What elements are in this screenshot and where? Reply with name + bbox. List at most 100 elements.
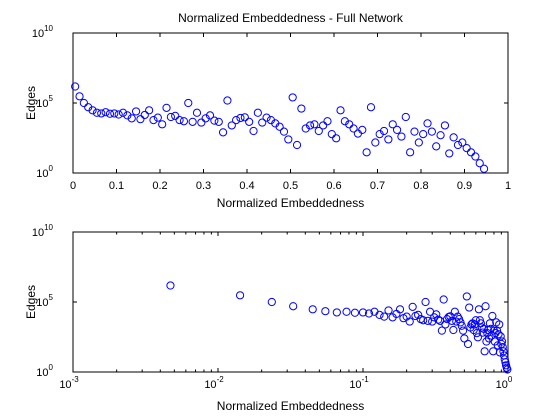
top-data-point	[345, 120, 354, 129]
bottom-data-point	[267, 297, 276, 307]
bottom-ticks: 10-3 10-2 10-1 100 100 105 1010	[32, 223, 513, 391]
top-data-point	[327, 130, 336, 139]
top-data-point	[79, 98, 88, 108]
top-data-point	[336, 106, 345, 115]
bottom-data-point	[500, 355, 509, 364]
bottom-data-point	[419, 316, 428, 325]
top-data-point	[292, 140, 302, 150]
top-data-point	[110, 109, 119, 118]
top-x-tick-label: 0.7	[370, 180, 385, 192]
bottom-data-point	[494, 330, 503, 339]
top-data-point	[240, 113, 249, 122]
bottom-data-point	[434, 315, 443, 324]
top-x-axis-label: Normalized Embeddedness	[217, 196, 364, 210]
top-data-point	[297, 104, 306, 113]
top-data-point	[384, 135, 393, 144]
top-chart: Normalized Embeddedness - Full Network N…	[24, 11, 511, 210]
top-data-point	[305, 121, 315, 130]
bottom-data-point	[437, 326, 446, 335]
top-data-point	[410, 127, 419, 136]
bottom-data-point	[342, 307, 351, 316]
top-x-tick-label: 0.2	[152, 180, 167, 192]
top-x-tick-label: 0.5	[283, 180, 298, 192]
bottom-data-point	[481, 302, 490, 311]
top-data-point	[279, 127, 289, 136]
top-data-point	[366, 103, 376, 112]
top-data-point	[184, 98, 193, 108]
top-data-point	[227, 121, 236, 130]
top-data-point	[175, 116, 184, 125]
top-data-point	[114, 110, 123, 119]
bottom-data-point	[395, 305, 405, 314]
top-data-point	[162, 103, 171, 112]
top-points	[71, 82, 489, 173]
top-data-point	[419, 130, 428, 139]
bottom-data-point	[421, 297, 430, 307]
bottom-data-point	[497, 337, 507, 346]
top-data-point	[171, 111, 180, 120]
top-y-axis-label: Edges	[24, 86, 38, 120]
top-x-tick-label: 0.8	[413, 180, 428, 192]
bottom-data-point	[441, 320, 450, 329]
top-y-tick-label: 105	[36, 94, 53, 110]
bottom-data-point	[308, 305, 317, 314]
top-x-tick-label: 0.3	[196, 180, 211, 192]
bottom-data-point	[485, 319, 494, 328]
top-data-point	[218, 128, 228, 137]
top-data-point	[479, 164, 489, 173]
bottom-data-point	[457, 321, 466, 330]
bottom-data-point	[449, 325, 458, 335]
top-data-point	[192, 108, 202, 117]
bottom-data-point	[358, 308, 368, 317]
top-x-tick-label: 0.1	[109, 180, 124, 192]
bottom-data-point	[408, 302, 417, 311]
bottom-data-point	[166, 281, 175, 290]
top-ticks: 0 0.1 0.2 0.3 0.4 0.5 0.6 0.7 0.8 0.9 1 100 105 1010	[32, 24, 511, 192]
top-data-point	[475, 159, 484, 168]
bottom-data-point	[364, 309, 374, 318]
bottom-x-tick-label: 100	[496, 375, 513, 391]
top-data-point	[101, 108, 110, 117]
bottom-data-point	[375, 310, 384, 319]
top-data-point	[414, 138, 423, 147]
bottom-data-point	[350, 308, 360, 317]
top-data-point	[158, 120, 167, 129]
top-y-tick-label: 1010	[32, 24, 54, 40]
top-data-point	[149, 116, 158, 125]
bottom-plot-area	[72, 231, 509, 373]
top-data-point	[349, 124, 358, 133]
top-data-point	[453, 140, 463, 150]
top-data-point	[253, 108, 262, 117]
top-x-tick-label: 0	[70, 180, 76, 192]
top-data-point	[197, 118, 206, 127]
bottom-x-tick-label: 10-3	[59, 375, 79, 391]
bottom-data-point	[470, 320, 479, 329]
top-x-tick-label: 1	[505, 180, 511, 192]
bottom-data-point	[332, 308, 341, 317]
top-data-point	[201, 114, 210, 123]
bottom-data-point	[472, 329, 481, 338]
bottom-data-point	[380, 312, 389, 321]
top-data-point	[288, 93, 297, 102]
top-data-point	[397, 132, 406, 141]
top-data-point	[140, 110, 149, 120]
bottom-data-point	[480, 347, 489, 356]
top-data-point	[97, 109, 106, 118]
bottom-data-point	[488, 311, 497, 321]
top-data-point	[210, 116, 219, 125]
bottom-data-point	[499, 347, 508, 356]
top-data-point	[258, 118, 267, 127]
bottom-x-axis-label: Normalized Embeddedness	[217, 399, 364, 413]
top-x-tick-label: 0.6	[326, 180, 341, 192]
top-data-point	[445, 149, 454, 158]
top-data-point	[214, 117, 223, 126]
top-data-point	[401, 112, 410, 122]
top-data-point	[323, 117, 332, 126]
bottom-data-point	[462, 292, 471, 301]
top-chart-title: Normalized Embeddedness - Full Network	[178, 11, 404, 25]
top-data-point	[127, 114, 136, 123]
bottom-data-point	[384, 306, 393, 315]
bottom-data-point	[503, 365, 512, 374]
bottom-data-point	[439, 295, 448, 304]
top-data-point	[358, 125, 367, 134]
